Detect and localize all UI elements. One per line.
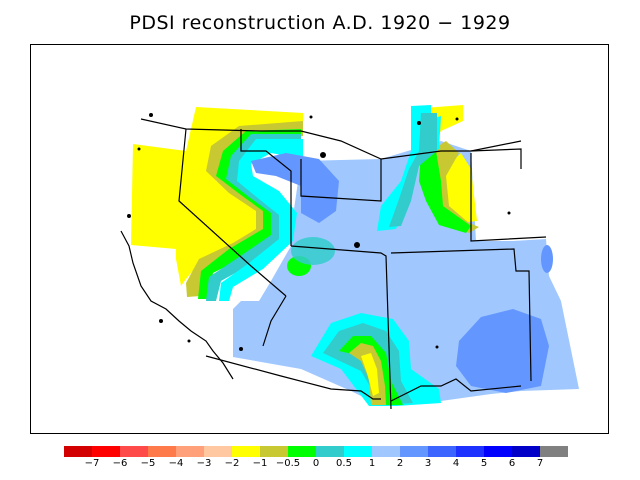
- state-line-nv-ca: [178, 128, 287, 297]
- pdsi-region-yellow-nw: [131, 107, 303, 286]
- colorbar-labels: −7 −6 −5 −4 −3 −2 −1 −0.5 0 0.5 1 2 3 4 5 6 7: [0, 458, 640, 474]
- pdsi-region-teal-nw: [206, 134, 301, 301]
- colorbar-tick-label: 1: [368, 458, 376, 469]
- state-line-co-ks: [390, 248, 532, 382]
- pdsi-region-yellow-south: [361, 353, 379, 396]
- state-line-idaho: [240, 129, 292, 246]
- pdsi-region-teal-center: [291, 237, 335, 265]
- state-line-wy-co: [300, 159, 382, 202]
- state-line-nm-tx: [390, 378, 522, 402]
- colorbar-tick-label: 4: [452, 458, 460, 469]
- colorbar-swatch: [372, 446, 400, 457]
- border-mexico: [205, 355, 381, 400]
- map-title: PDSI reconstruction A.D. 1920 − 1929: [129, 12, 511, 34]
- colorbar: [64, 446, 568, 457]
- colorbar-swatch: [92, 446, 120, 457]
- colorbar-tick-label: 2: [396, 458, 404, 469]
- colorbar-swatch: [540, 446, 568, 457]
- pdsi-region-green-ne: [419, 151, 471, 233]
- state-line-sd: [470, 148, 522, 169]
- colorbar-swatch: [120, 446, 148, 457]
- colorbar-tick-label: −6: [112, 458, 128, 469]
- colorbar-tick-label: 5: [480, 458, 488, 469]
- border-canada-us: [140, 118, 522, 160]
- colorbar-tick-label: −7: [84, 458, 100, 469]
- map-panel: [30, 44, 609, 434]
- pdsi-region-mid-blue-east-edge: [541, 245, 553, 273]
- pdsi-region-olive-nw: [186, 121, 303, 297]
- colorbar-swatch: [344, 446, 372, 457]
- colorbar-tick-label: −4: [168, 458, 184, 469]
- state-line-ne: [470, 153, 547, 242]
- state-line-az-nm: [262, 295, 287, 347]
- pdsi-region-mid-blue-se: [456, 309, 549, 393]
- colorbar-tick-label: −0.5: [275, 458, 301, 469]
- colorbar-tick-label: 7: [536, 458, 544, 469]
- colorbar-swatch: [512, 446, 540, 457]
- colorbar-tick-label: −1: [252, 458, 268, 469]
- colorbar-swatch: [456, 446, 484, 457]
- colorbar-tick-label: −5: [140, 458, 156, 469]
- colorbar-tick-label: 0.5: [336, 458, 352, 469]
- colorbar-swatch: [232, 446, 260, 457]
- colorbar-swatch: [288, 446, 316, 457]
- coastline: [120, 230, 234, 380]
- colorbar-tick-label: 6: [508, 458, 516, 469]
- map-islands: [127, 113, 511, 351]
- colorbar-swatch: [176, 446, 204, 457]
- colorbar-swatch: [260, 446, 288, 457]
- pdsi-region-teal-ne: [389, 113, 437, 227]
- pdsi-region-green-nw: [198, 129, 301, 299]
- colorbar-tick-label: −2: [224, 458, 240, 469]
- colorbar-swatch: [400, 446, 428, 457]
- pdsi-region-mid-blue-north: [251, 153, 339, 223]
- colorbar-swatch: [428, 446, 456, 457]
- map-boundaries: [120, 118, 547, 410]
- pdsi-map: [120, 105, 579, 410]
- colorbar-tick-label: 0: [312, 458, 320, 469]
- pdsi-region-cyan-nw: [219, 139, 303, 301]
- colorbar-swatch: [204, 446, 232, 457]
- colorbar-swatch: [484, 446, 512, 457]
- state-line-utah-az: [290, 245, 392, 410]
- colorbar-tick-label: 3: [424, 458, 432, 469]
- colorbar-swatch: [316, 446, 344, 457]
- colorbar-swatch: [64, 446, 92, 457]
- colorbar-tick-label: −3: [196, 458, 212, 469]
- colorbar-swatch: [148, 446, 176, 457]
